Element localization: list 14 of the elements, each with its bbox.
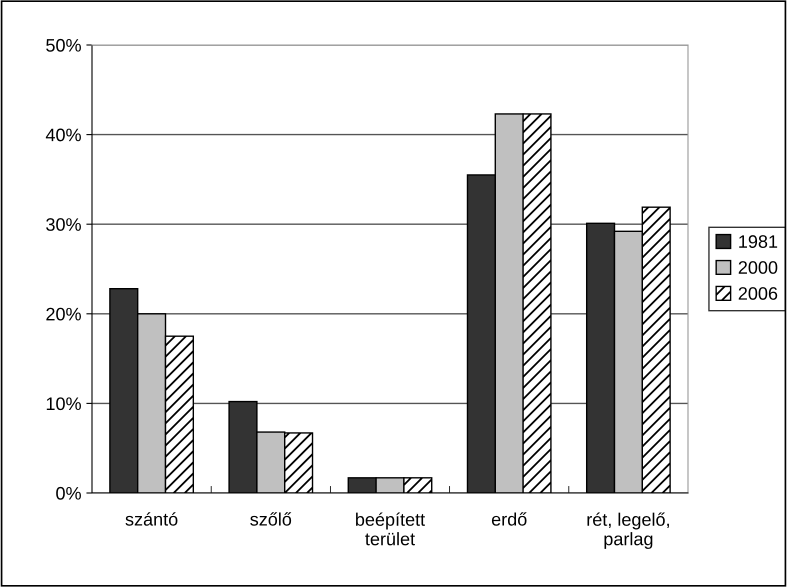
y-tick-label: 10%: [46, 397, 81, 410]
y-tick-label: 20%: [46, 308, 81, 321]
legend-label: 2000: [738, 261, 778, 274]
x-tick-label: erdő: [492, 512, 527, 526]
legend-label: 1981: [739, 235, 778, 248]
x-tick-label: szántó: [126, 512, 178, 526]
y-tick-label: 50%: [46, 38, 81, 52]
y-tick-label: 0%: [56, 486, 81, 500]
x-tick-label: rét, legelő, parlag: [587, 512, 669, 549]
y-tick-label: 30%: [46, 218, 81, 231]
x-tick-label: szőlő: [250, 512, 292, 526]
y-tick-label: 40%: [46, 128, 81, 142]
legend-label: 2006: [738, 287, 778, 300]
x-tick-label: beépített terület: [356, 512, 426, 546]
